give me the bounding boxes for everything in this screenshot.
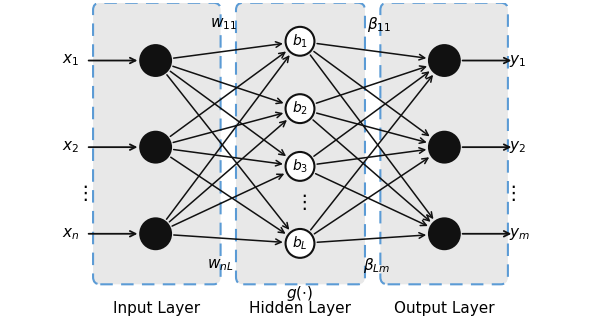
Circle shape [140,132,171,162]
Text: $y_2$: $y_2$ [509,139,526,155]
Text: Input Layer: Input Layer [113,301,200,316]
Text: $y_1$: $y_1$ [509,52,526,69]
Text: $x_n$: $x_n$ [62,226,79,242]
Circle shape [286,94,314,123]
Circle shape [286,229,314,258]
Text: $x_2$: $x_2$ [62,139,79,155]
Circle shape [286,27,314,56]
Text: $b_L$: $b_L$ [292,235,308,252]
FancyBboxPatch shape [380,3,508,284]
Circle shape [140,45,171,76]
Text: $w_{11}$: $w_{11}$ [209,16,236,32]
Text: Hidden Layer: Hidden Layer [250,301,352,316]
Text: $b_2$: $b_2$ [292,100,308,117]
Circle shape [429,218,460,249]
Text: $y_m$: $y_m$ [509,226,530,242]
Text: $\beta_{Lm}$: $\beta_{Lm}$ [364,256,391,275]
FancyBboxPatch shape [236,3,365,284]
Text: $\beta_{11}$: $\beta_{11}$ [367,15,392,34]
Circle shape [140,218,171,249]
Text: $x_1$: $x_1$ [62,53,79,68]
Text: $g(\cdot)$: $g(\cdot)$ [286,284,314,303]
Text: $w_{nL}$: $w_{nL}$ [208,257,234,273]
FancyBboxPatch shape [93,3,221,284]
Text: $b_1$: $b_1$ [292,33,308,50]
Circle shape [429,45,460,76]
Text: $b_3$: $b_3$ [292,158,308,175]
Text: $\vdots$: $\vdots$ [293,192,307,212]
Circle shape [429,132,460,162]
Text: $\vdots$: $\vdots$ [74,183,88,203]
Text: $\vdots$: $\vdots$ [503,183,516,203]
Circle shape [286,152,314,181]
Text: Output Layer: Output Layer [394,301,494,316]
